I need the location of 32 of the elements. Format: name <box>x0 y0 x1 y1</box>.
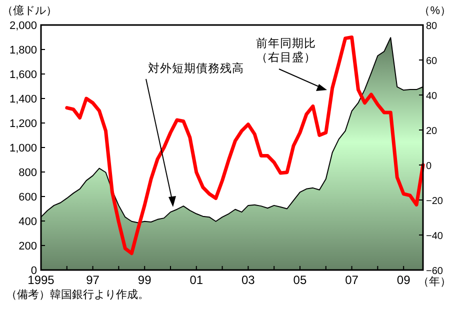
y-tick-label: 600 <box>18 192 37 204</box>
y2-tick-label: 80 <box>426 21 438 32</box>
annotation: （右目盛） <box>256 51 316 64</box>
y2-tick-label: 40 <box>426 91 438 102</box>
y-tick-label: 1,800 <box>9 44 37 56</box>
y-tick-label: 1,400 <box>9 94 37 106</box>
x-tick-label: 03 <box>242 273 256 287</box>
y-axis-title: （億ドル） <box>2 4 57 17</box>
y2-tick-label: −60 <box>426 266 444 277</box>
x-tick-label: 05 <box>293 273 307 287</box>
annotation: 前年同期比 <box>256 37 316 50</box>
y-tick-label: 800 <box>18 167 37 179</box>
x-tick-label: 01 <box>190 273 204 287</box>
y2-tick-label: 60 <box>426 56 438 67</box>
y-tick-label: 1,600 <box>9 69 37 81</box>
y2-tick-label: −40 <box>426 231 444 242</box>
y-tick-label: 1,200 <box>9 118 37 130</box>
y2-tick-label: 0 <box>426 161 432 172</box>
text: （備考）韓国銀行より作成。 <box>6 288 149 301</box>
x-tick-label: 99 <box>138 273 152 287</box>
x-tick-label: 07 <box>345 273 359 287</box>
y-tick-label: 200 <box>18 240 37 252</box>
y2-axis-title: （%） <box>419 5 451 17</box>
x-tick-label: 09 <box>396 273 411 287</box>
y-tick-label: 1,000 <box>9 142 37 154</box>
x-tick-label: 97 <box>86 273 100 287</box>
y-tick-label: 2,000 <box>9 20 37 32</box>
x-axis-title: （年） <box>418 276 451 288</box>
annotation: 対外短期債務残高 <box>148 61 244 75</box>
y-tick-label: 400 <box>18 216 37 228</box>
y2-tick-label: −20 <box>426 196 444 207</box>
y2-tick-label: 20 <box>426 126 438 137</box>
